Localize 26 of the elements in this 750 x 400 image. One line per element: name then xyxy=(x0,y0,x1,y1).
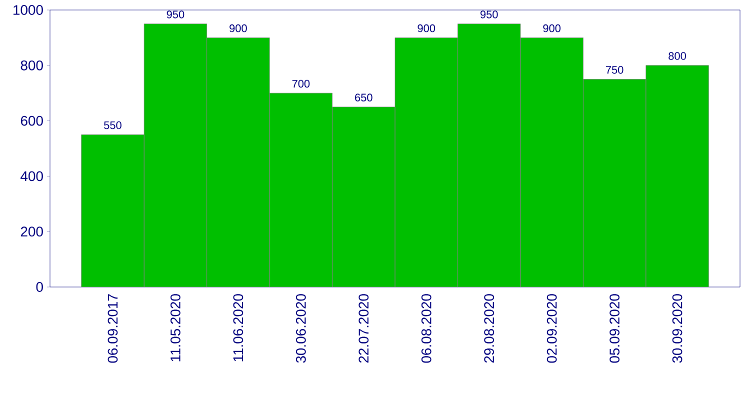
x-tick-label: 02.09.2020 xyxy=(546,294,557,363)
data-label: 750 xyxy=(606,66,624,74)
y-tick-label: 200 xyxy=(20,226,43,237)
y-tick-label: 400 xyxy=(20,171,43,182)
y-tick-label: 800 xyxy=(20,60,43,70)
x-tick-label: 06.09.2017 xyxy=(108,294,118,363)
data-label: 650 xyxy=(355,94,372,102)
data-label: 950 xyxy=(166,10,184,18)
x-tick-label: 22.07.2020 xyxy=(358,294,369,363)
data-label: 900 xyxy=(418,24,436,32)
x-tick-label: 06.08.2020 xyxy=(421,294,432,363)
data-label: 900 xyxy=(543,24,561,32)
x-tick-label: 11.06.2020 xyxy=(233,294,244,362)
data-label: 950 xyxy=(480,10,498,18)
x-tick-label: 05.09.2020 xyxy=(610,294,620,363)
x-tick-label: 11.05.2020 xyxy=(170,294,180,362)
data-label: 700 xyxy=(292,80,310,88)
data-label: 900 xyxy=(230,24,247,32)
x-tick-label: 30.09.2020 xyxy=(672,294,682,363)
y-tick-label: 1000 xyxy=(14,5,43,15)
y-tick-label: 600 xyxy=(20,116,43,126)
y-tick-label: 0 xyxy=(36,282,43,292)
data-label: 550 xyxy=(104,121,122,130)
data-label: 800 xyxy=(668,52,686,60)
x-tick-label: 29.08.2020 xyxy=(484,294,494,363)
x-tick-label: 30.06.2020 xyxy=(296,294,306,363)
